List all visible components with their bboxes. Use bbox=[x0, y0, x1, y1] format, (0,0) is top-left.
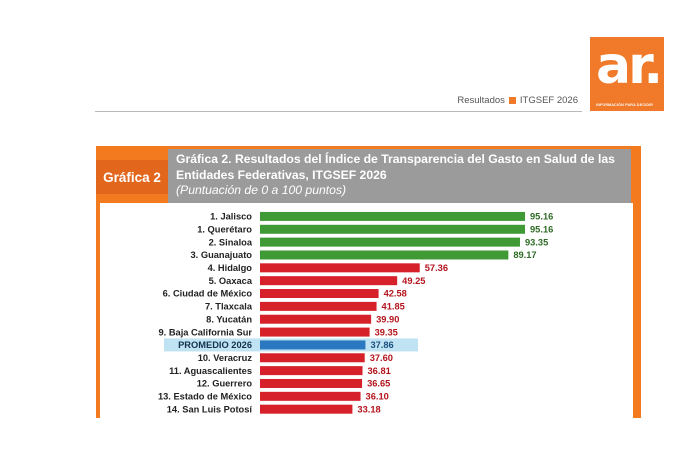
category-label: 3. Guanajuato bbox=[191, 250, 253, 260]
value-label: 95.16 bbox=[530, 224, 553, 234]
value-label: 37.86 bbox=[370, 340, 393, 350]
category-label: 1. Jalisco bbox=[210, 212, 252, 222]
category-label: 1. Querétaro bbox=[197, 224, 252, 234]
bar bbox=[260, 327, 370, 337]
category-label: 4. Hidalgo bbox=[208, 263, 253, 273]
value-label: 37.60 bbox=[370, 353, 393, 363]
value-label: 36.65 bbox=[367, 379, 390, 389]
category-label: PROMEDIO 2026 bbox=[178, 340, 252, 350]
bar bbox=[260, 224, 526, 234]
bar bbox=[260, 211, 526, 221]
page-header: Resultados ITGSEF 2026 bbox=[457, 95, 578, 106]
bar bbox=[260, 404, 353, 414]
value-label: 93.35 bbox=[525, 237, 548, 247]
value-label: 36.10 bbox=[366, 392, 389, 402]
value-label: 42.58 bbox=[384, 289, 407, 299]
category-label: 13. Estado de México bbox=[158, 392, 252, 402]
category-label: 10. Veracruz bbox=[198, 353, 253, 363]
bar bbox=[260, 391, 361, 401]
category-label: 14. San Luis Potosí bbox=[167, 404, 253, 414]
category-label: 5. Oaxaca bbox=[209, 276, 253, 286]
bar bbox=[260, 250, 509, 260]
value-label: 39.90 bbox=[376, 314, 399, 324]
category-label: 12. Guerrero bbox=[197, 379, 253, 389]
orange-square-icon bbox=[508, 97, 516, 104]
bar bbox=[260, 276, 398, 286]
value-label: 39.35 bbox=[375, 327, 398, 337]
category-label: 8. Yucatán bbox=[206, 314, 252, 324]
figure-title-line-2: Entidades Federativas, ITGSEF 2026 bbox=[176, 168, 387, 182]
logo-mark: ar. bbox=[596, 36, 663, 96]
figure-title-box: Gráfica 2. Resultados del Índice de Tran… bbox=[168, 149, 631, 203]
category-label: 2. Sinaloa bbox=[209, 237, 253, 247]
category-label: 7. Tlaxcala bbox=[205, 302, 253, 312]
category-label: 11. Aguascalientes bbox=[169, 366, 252, 376]
value-label: 41.85 bbox=[382, 302, 405, 312]
category-label: 6. Ciudad de México bbox=[163, 289, 253, 299]
figure-subtitle: (Puntuación de 0 a 100 puntos) bbox=[176, 183, 347, 197]
header-tag: ITGSEF 2026 bbox=[519, 95, 578, 106]
value-label: 95.16 bbox=[530, 212, 553, 222]
bar bbox=[260, 237, 520, 247]
value-label: 49.25 bbox=[402, 276, 425, 286]
bar bbox=[260, 366, 363, 376]
bar bbox=[260, 314, 372, 324]
category-label: 9. Baja California Sur bbox=[158, 327, 252, 337]
bar bbox=[260, 378, 363, 388]
bar bbox=[260, 301, 377, 311]
bar bbox=[260, 289, 379, 299]
figure-badge: Gráfica 2 bbox=[96, 160, 168, 194]
bar bbox=[260, 353, 365, 363]
brand-logo: ar. INFORMACIÓN PARA DECIDIR bbox=[590, 36, 664, 111]
header-divider bbox=[95, 111, 582, 112]
bar bbox=[260, 263, 420, 273]
value-label: 57.36 bbox=[425, 263, 448, 273]
header-section: Resultados bbox=[457, 95, 505, 106]
value-label: 33.18 bbox=[357, 404, 380, 414]
logo-tagline: INFORMACIÓN PARA DECIDIR bbox=[596, 103, 654, 107]
value-label: 36.81 bbox=[368, 366, 391, 376]
bar bbox=[260, 340, 366, 350]
value-label: 89.17 bbox=[513, 250, 536, 260]
figure-title-line-1: Gráfica 2. Resultados del Índice de Tran… bbox=[176, 152, 615, 166]
